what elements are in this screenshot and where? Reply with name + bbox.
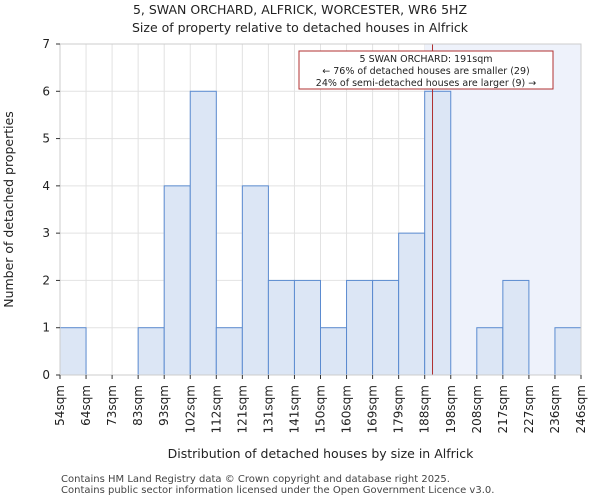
x-tick-label: 198sqm: [444, 385, 458, 433]
x-tick-label: 93sqm: [157, 385, 171, 426]
y-axis-label: Number of detached properties: [1, 111, 16, 308]
y-tick-label: 1: [42, 321, 50, 335]
x-tick-label: 208sqm: [470, 385, 484, 433]
histogram-bar: [215, 327, 243, 376]
histogram-bar: [320, 327, 348, 376]
x-tick-label: 64sqm: [79, 385, 93, 426]
annotation-border: [298, 50, 554, 90]
histogram-bar: [476, 327, 504, 376]
x-tick-label: 121sqm: [235, 385, 249, 433]
x-tick-label: 83sqm: [131, 385, 145, 426]
x-tick-label: 150sqm: [314, 385, 328, 433]
y-tick-label: 5: [42, 132, 50, 146]
chart-title-address: 5, SWAN ORCHARD, ALFRICK, WORCESTER, WR6…: [132, 2, 468, 17]
footer-licence: Contains public sector information licen…: [61, 485, 495, 496]
histogram-bar: [163, 185, 191, 376]
x-tick-label: 179sqm: [392, 385, 406, 433]
annotation-line-2: ← 76% of detached houses are smaller (29…: [322, 66, 529, 77]
x-tick-label: 102sqm: [183, 385, 197, 433]
x-tick-label: 246sqm: [574, 385, 588, 433]
histogram-bar: [424, 90, 452, 376]
histogram-bar: [267, 279, 295, 376]
y-tick-label: 6: [42, 84, 50, 98]
y-tick-label: 7: [42, 37, 50, 51]
x-axis-label: Distribution of detached houses by size …: [168, 446, 474, 461]
x-tick-label: 160sqm: [340, 385, 354, 433]
annotation-line-1: 5 SWAN ORCHARD: 191sqm: [360, 54, 493, 65]
histogram-bar: [398, 232, 426, 376]
histogram-bar: [502, 279, 530, 376]
x-tick-label: 236sqm: [548, 385, 562, 433]
annotation-box: 5 SWAN ORCHARD: 191sqm ← 76% of detached…: [298, 50, 554, 90]
histogram-bar: [372, 279, 400, 376]
x-tick-label: 227sqm: [522, 385, 536, 433]
x-tick-label: 217sqm: [496, 385, 510, 433]
x-axis: 54sqm 64sqm 73sqm 83sqm 93sqm 102sqm 112sqm 121…: [53, 375, 588, 433]
x-tick-label: 131sqm: [261, 385, 275, 433]
histogram-bar: [189, 90, 217, 376]
footer-copyright: Contains HM Land Registry data © Crown c…: [61, 474, 450, 485]
y-tick-label: 0: [42, 368, 50, 382]
y-tick-label: 2: [42, 273, 50, 287]
histogram-bar: [554, 327, 582, 376]
x-tick-label: 169sqm: [366, 385, 380, 433]
x-tick-label: 112sqm: [209, 385, 223, 433]
histogram-bar: [293, 279, 322, 376]
histogram-bar: [137, 327, 165, 376]
histogram-bar: [59, 327, 87, 376]
x-tick-label: 54sqm: [53, 385, 67, 426]
y-tick-label: 4: [42, 179, 50, 193]
histogram-bar: [346, 279, 374, 376]
histogram-bar: [241, 185, 269, 376]
chart-title: Size of property relative to detached ho…: [131, 20, 469, 35]
x-tick-label: 73sqm: [105, 385, 119, 426]
y-tick-label: 3: [42, 226, 50, 240]
x-tick-label: 188sqm: [418, 385, 432, 433]
x-tick-label: 141sqm: [287, 385, 301, 433]
y-axis: 0 1 2 3 4 5 6 7: [42, 37, 60, 382]
annotation-line-3: 24% of semi-detached houses are larger (…: [316, 78, 536, 89]
bars-layer: [59, 90, 582, 376]
